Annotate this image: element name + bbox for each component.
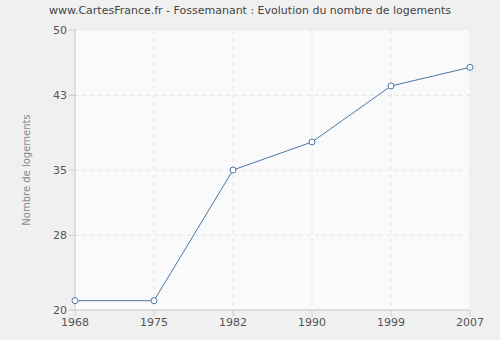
svg-text:35: 35 bbox=[53, 164, 67, 177]
html-text:www.CartesFrance.fr - Fosseman: www.CartesFrance.fr - Fossemanant : Evol… bbox=[48, 4, 452, 17]
svg-text:1990: 1990 bbox=[298, 316, 326, 329]
svg-text:1975: 1975 bbox=[140, 316, 168, 329]
svg-text:28: 28 bbox=[53, 229, 67, 242]
svg-text:43: 43 bbox=[53, 89, 67, 102]
svg-text:1968: 1968 bbox=[61, 316, 89, 329]
svg-text:Nombre de logements: Nombre de logements bbox=[21, 114, 32, 225]
svg-text:2007: 2007 bbox=[456, 316, 484, 329]
svg-text:50: 50 bbox=[53, 24, 67, 37]
svg-text:20: 20 bbox=[53, 304, 67, 317]
svg-text:1999: 1999 bbox=[377, 316, 405, 329]
svg-text:1982: 1982 bbox=[219, 316, 247, 329]
